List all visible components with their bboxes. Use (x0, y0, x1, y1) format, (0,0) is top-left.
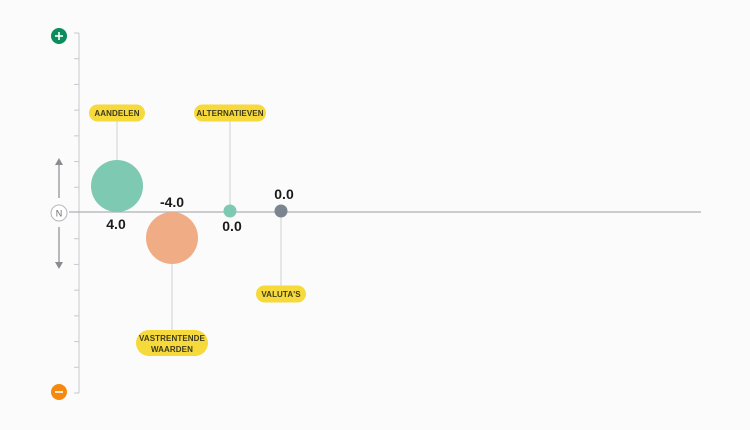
value-label: 0.0 (222, 218, 242, 234)
category-tag: VASTRENTENDE WAARDEN (136, 330, 208, 356)
category-label: VASTRENTENDE WAARDEN (139, 334, 206, 354)
category-label: VALUTA'S (261, 290, 301, 299)
point-aandelen: 4.0 AANDELEN (89, 104, 145, 232)
bubble (223, 204, 237, 218)
point-vastrentende-waarden: -4.0 VASTRENTENDE WAARDEN (136, 194, 208, 356)
category-tag: AANDELEN (89, 104, 145, 122)
bubble (91, 160, 143, 212)
value-label: 4.0 (106, 216, 126, 232)
point-valuta-s: 0.0 VALUTA'S (256, 186, 306, 303)
neutral-label: N (56, 209, 63, 219)
plus-icon (51, 28, 67, 44)
category-label: AANDELEN (94, 109, 139, 118)
decrease-arrow (55, 227, 63, 269)
value-label: -4.0 (160, 194, 184, 210)
point-alternatieven: 0.0 ALTERNATIEVEN (194, 104, 266, 234)
increase-arrow (55, 158, 63, 198)
bubble (274, 204, 288, 218)
neutral-marker: N (50, 204, 68, 222)
vertical-scale (74, 32, 79, 394)
bubble (146, 212, 198, 264)
category-tag: VALUTA'S (256, 285, 306, 303)
minus-icon (51, 384, 67, 400)
category-tag: ALTERNATIEVEN (194, 104, 266, 122)
value-label: 0.0 (274, 186, 294, 202)
category-label: ALTERNATIEVEN (196, 109, 263, 118)
